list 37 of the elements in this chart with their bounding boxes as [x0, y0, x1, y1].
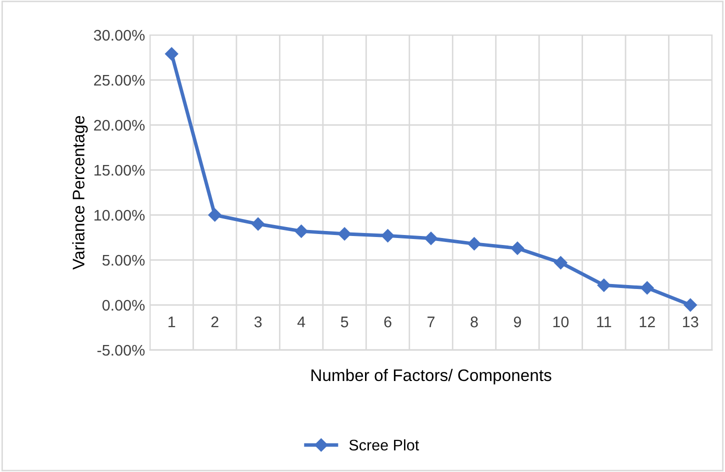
- point: [597, 278, 611, 292]
- y-axis-title: Variance Percentage: [72, 116, 88, 270]
- x-tick-label: 7: [428, 316, 434, 328]
- point: [510, 242, 524, 255]
- point: [165, 47, 178, 60]
- y-tick-label: -5.00%: [97, 344, 145, 356]
- y-tick-label: 25.00%: [94, 74, 145, 86]
- point: [684, 298, 697, 312]
- point: [338, 227, 352, 240]
- x-tick-label: 4: [297, 316, 306, 328]
- x-tick-label: 11: [597, 316, 612, 328]
- point: [468, 237, 481, 250]
- point: [294, 224, 308, 238]
- x-tick-label: 2: [211, 316, 218, 328]
- point: [640, 281, 654, 294]
- x-tick-label: 13: [683, 316, 698, 328]
- y-tick-label: 10.00%: [94, 210, 145, 221]
- y-tick-label: 20.00%: [94, 120, 145, 131]
- x-tick-label: 10: [553, 316, 569, 328]
- y-tick-label: 15.00%: [94, 164, 145, 176]
- x-tick-label: 5: [340, 316, 348, 328]
- x-tick-label: 12: [640, 316, 655, 328]
- point: [424, 232, 438, 245]
- x-axis-title: Number of Factors/ Components: [311, 368, 552, 384]
- point: [554, 256, 568, 270]
- x-tick-label: 3: [254, 316, 262, 328]
- x-tick-label: 6: [384, 316, 392, 328]
- point: [381, 229, 394, 242]
- point: [251, 217, 265, 231]
- y-tick-label: 0.00%: [102, 300, 145, 311]
- legend-label: Scree Plot: [349, 439, 420, 451]
- x-tick-label: 1: [168, 316, 176, 328]
- x-tick-label: 8: [470, 316, 478, 328]
- point: [208, 208, 222, 222]
- y-tick-label: 5.00%: [102, 254, 145, 266]
- y-tick-label: 30.00%: [94, 30, 145, 41]
- x-tick-label: 9: [514, 316, 521, 328]
